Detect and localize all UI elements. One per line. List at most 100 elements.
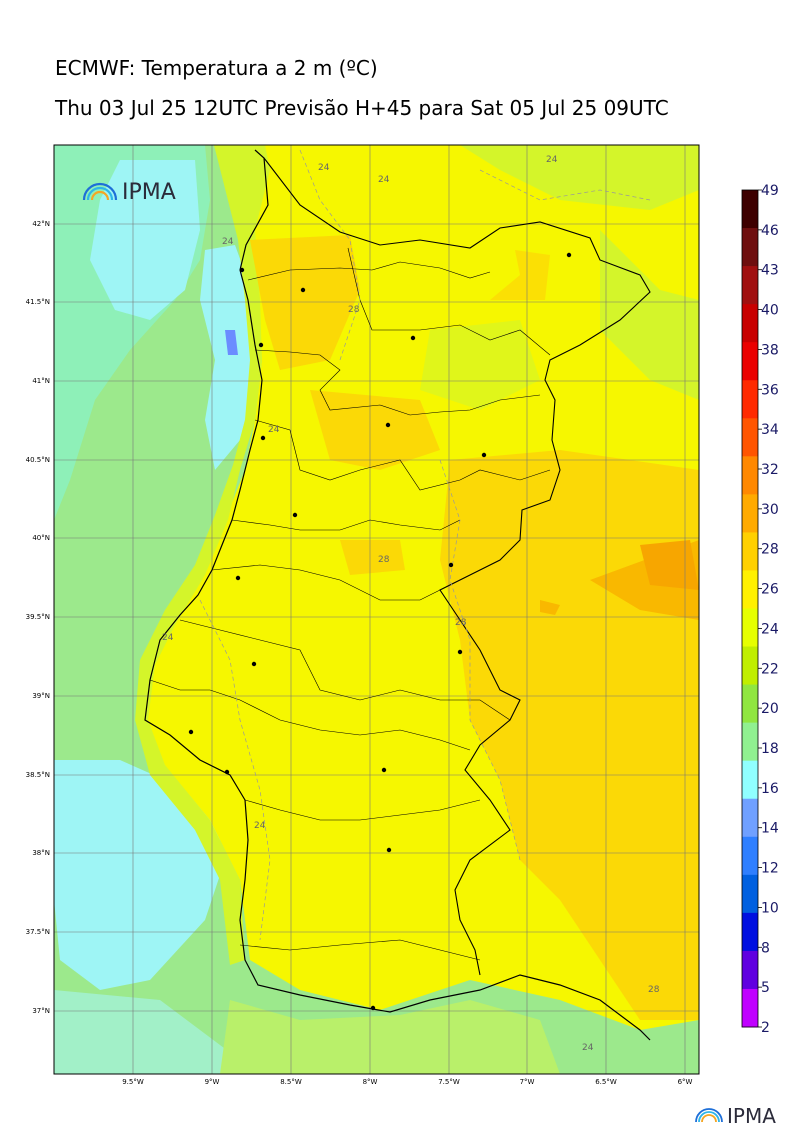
contour-label: 24 [254,821,266,831]
lat-label: 39.5°N [26,613,50,621]
colorbar-label: 30 [761,502,779,518]
colorbar-swatch [742,608,758,648]
lon-label: 8.5°W [280,1078,302,1086]
city-marker [566,252,572,258]
city-marker [385,422,391,428]
lat-label: 40°N [32,534,50,542]
city-marker [448,562,454,568]
colorbar-label: 40 [761,303,779,319]
lat-label: 38°N [32,849,50,857]
warm-patch [340,540,405,575]
cold-coast-north [200,245,255,470]
colorbar-swatch [742,380,758,419]
colorbar-label: 22 [761,661,779,677]
colorbar-swatch [742,912,758,952]
lon-label: 7°W [520,1078,535,1086]
colorbar-swatch [742,798,758,838]
city-marker [381,767,387,773]
temperature-field [54,145,699,1074]
colorbar-label: 36 [761,382,779,398]
colorbar-label: 16 [761,781,779,797]
border [263,157,651,976]
colorbar-label: 10 [761,900,779,916]
warm-ne [490,250,550,300]
graticule [54,145,699,1074]
district-borders [149,247,551,961]
city-marker [457,649,463,655]
colorbar-swatch [742,684,758,724]
city-marker [481,452,487,458]
city-marker [224,769,230,775]
contour-label: 24 [378,175,390,185]
ipma-logo-mark [82,182,118,201]
colorbar-label: 32 [761,462,779,478]
colorbar-label: 38 [761,342,779,358]
lat-label: 40.5°N [26,456,50,464]
colorbar-label: 24 [761,621,779,637]
lat-labels: 42°N 41.5°N 41°N 40.5°N 40°N 39.5°N 39°N… [26,220,50,1015]
colorbar-swatch [742,950,758,990]
lon-labels: 9.5°W 9°W 8.5°W 8°W 7.5°W 7°W 6.5°W 6°W [122,1078,692,1086]
colorbar-swatch [742,532,758,571]
hottest-spot [640,540,699,590]
ipma-footer-logo-mark [695,1108,723,1123]
colorbar-swatch [742,418,758,457]
colorbar-label: 28 [761,542,779,558]
colorbar-label: 20 [761,701,779,717]
cold-water-south [54,760,225,990]
colorbar-label: 14 [761,821,779,837]
lon-label: 9°W [205,1078,220,1086]
lat-label: 41°N [32,377,50,385]
warm-minho [250,235,360,370]
city-marker [292,512,298,518]
contour-labels: 24 24 24 28 24 28 24 28 24 28 24 24 [162,155,660,1053]
ipma-logo-text: IPMA [122,180,176,205]
lon-label: 6°W [678,1078,693,1086]
colorbar-label: 46 [761,223,779,239]
city-marker [258,342,264,348]
sea-south-band [220,1000,560,1074]
city-markers [188,252,572,1011]
map-frame [53,144,700,1075]
colorbar-swatch [742,266,758,305]
colorbar-label: 12 [761,861,779,877]
city-marker [188,729,194,735]
colorbar-swatch [742,570,758,609]
coastline [144,149,651,1041]
lat-label: 37.5°N [26,928,50,936]
colorbar-label: 43 [761,263,779,279]
city-marker [235,575,241,581]
colorbar-swatch [742,836,758,876]
lat-label: 38.5°N [26,771,50,779]
contour-label: 24 [162,633,174,643]
colorbar: 49 46 43 40 38 36 34 32 30 28 26 24 22 20 18 16 14 12 10 8 5… [741,183,779,1036]
colorbar-label: 34 [761,422,779,438]
chart-title: ECMWF: Temperatura a 2 m (ºC) [55,56,378,80]
contour-label: 28 [455,618,467,628]
colorbar-swatch [742,874,758,914]
lat-label: 37°N [32,1007,50,1015]
colorbar-label: 26 [761,582,779,598]
lon-label: 7.5°W [438,1078,460,1086]
contour-lines [199,149,651,941]
colorbar-swatch [742,646,758,686]
colorbar-swatch [742,228,758,267]
city-marker [386,847,392,853]
contour-label: 24 [546,155,558,165]
lat-label: 42°N [32,220,50,228]
lon-label: 6.5°W [595,1078,617,1086]
douro-fringe [420,320,540,410]
warm-beira [310,390,440,470]
contour-label: 24 [268,425,280,435]
city-marker [239,267,245,273]
cold-water-north [90,160,200,320]
colorbar-swatch [742,342,758,381]
colorbar-label: 5 [761,980,770,996]
contour-label: 28 [648,985,660,995]
ne-fringe [600,230,699,400]
colorbar-swatch [742,988,758,1028]
coastal-fringe [135,145,270,965]
contour-label: 24 [222,237,234,247]
colorbar-label: 2 [761,1020,770,1036]
colorbar-frame [741,189,759,1028]
